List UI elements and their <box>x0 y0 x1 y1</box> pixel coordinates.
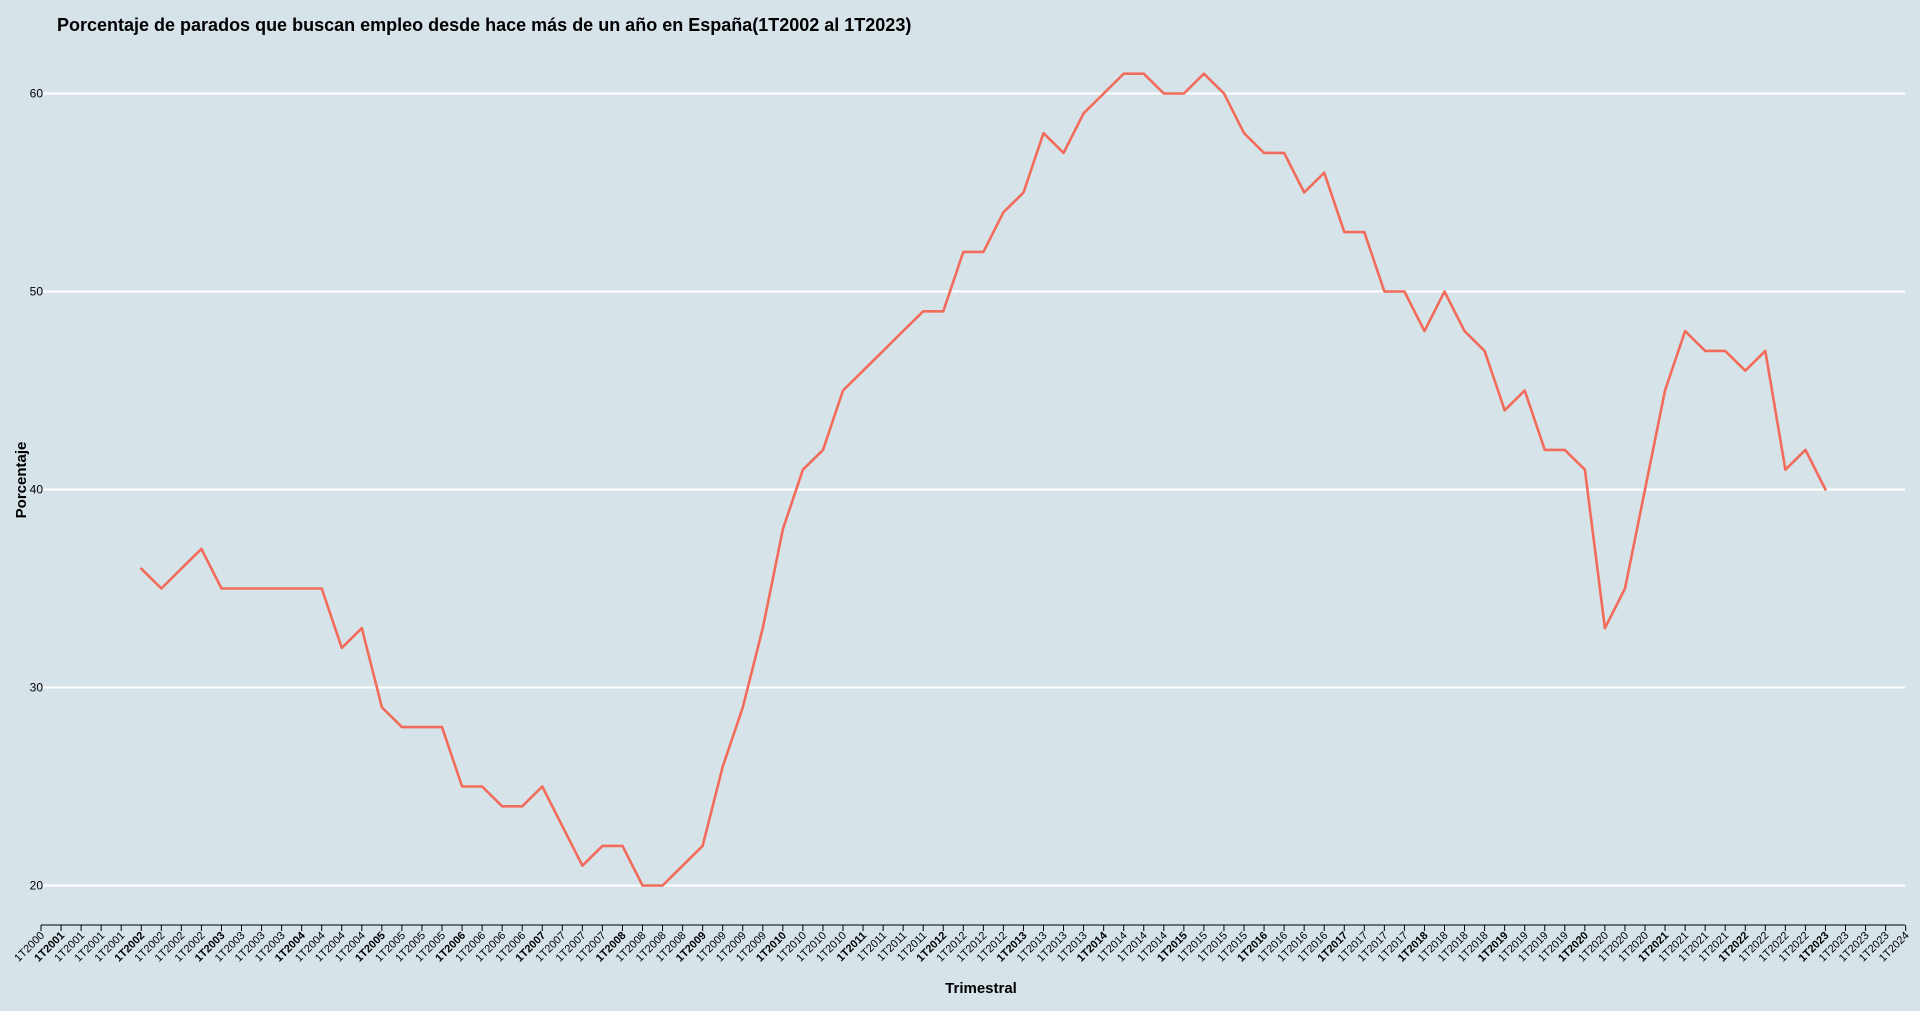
y-tick-label: 50 <box>30 285 44 299</box>
x-axis-title: Trimestral <box>945 980 1017 997</box>
x-axis-ticks: 1T20001T20011T20011T20011T20011T20021T20… <box>12 925 1912 965</box>
chart-title: Porcentaje de parados que buscan empleo … <box>57 15 911 35</box>
y-tick-label: 40 <box>30 483 44 497</box>
gridlines <box>41 92 1905 887</box>
y-axis-title: Porcentaje <box>13 442 30 519</box>
y-tick-label: 30 <box>30 681 44 695</box>
y-tick-label: 20 <box>30 879 44 893</box>
y-tick-label: 60 <box>30 87 44 101</box>
series-line <box>140 72 1827 887</box>
y-axis-ticks: 20 30 40 50 60 <box>30 87 44 893</box>
